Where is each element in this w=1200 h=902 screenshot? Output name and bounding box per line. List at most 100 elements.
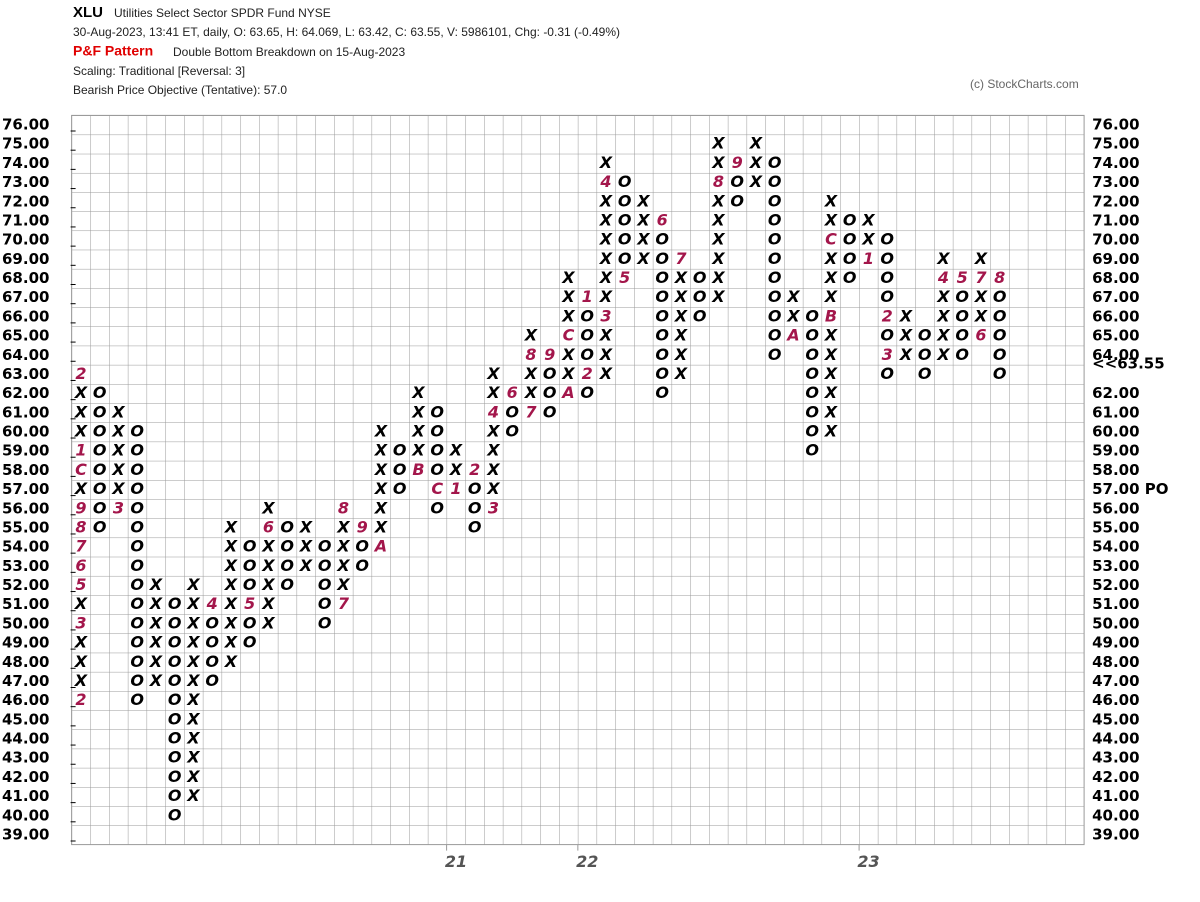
x-box: X [74, 422, 88, 441]
o-box: O [93, 460, 107, 479]
month-marker: 3 [113, 498, 124, 517]
x-box: X [186, 786, 200, 805]
o-box: O [768, 172, 782, 191]
x-box: X [599, 210, 613, 229]
o-box: O [130, 460, 144, 479]
y-tick-label: 67.00 [2, 288, 49, 306]
o-box: O [243, 613, 257, 632]
o-box: O [880, 249, 894, 268]
x-box: X [599, 268, 613, 287]
month-marker: 5 [244, 594, 255, 613]
month-marker: 1 [450, 479, 461, 498]
o-box: O [168, 729, 182, 748]
x-box: X [599, 153, 613, 172]
y-tick-label: 56.00 [2, 499, 49, 517]
x-box: X [636, 249, 650, 268]
x-box: X [936, 249, 950, 268]
y2-tick-label: 58.00 [1092, 461, 1139, 479]
o-box: O [880, 230, 894, 249]
x-box: X [111, 422, 125, 441]
x-box: X [824, 268, 838, 287]
x-box: X [411, 402, 425, 421]
y2-tick-label: 72.00 [1092, 192, 1139, 210]
y-tick-label: 53.00 [2, 557, 49, 575]
month-marker: 5 [75, 575, 86, 594]
o-box: O [618, 230, 632, 249]
o-box: O [130, 556, 144, 575]
month-marker: 8 [525, 345, 536, 364]
month-marker: 3 [75, 613, 86, 632]
y-tick-label: 63.00 [2, 365, 49, 383]
o-box: O [130, 441, 144, 460]
scaling: Scaling: Traditional [Reversal: 3] [73, 64, 245, 78]
month-marker: C [825, 230, 837, 249]
y2-tick-label: 54.00 [1092, 538, 1139, 556]
o-box: O [93, 422, 107, 441]
y2-tick-label: 49.00 [1092, 634, 1139, 652]
o-box: O [393, 479, 407, 498]
o-box: O [918, 364, 932, 383]
o-box: O [243, 575, 257, 594]
o-column: OO9 [355, 517, 369, 574]
x-box: X [861, 210, 875, 229]
x-box: X [486, 422, 500, 441]
x-column: 1XX [449, 441, 463, 498]
x-box: X [599, 345, 613, 364]
x-box: X [486, 441, 500, 460]
x-box: X [711, 268, 725, 287]
y2-tick-label: 50.00 [1092, 614, 1139, 632]
symbol: XLU [73, 4, 103, 21]
x-box: X [374, 441, 388, 460]
x-box: X [111, 402, 125, 421]
o-box: O [580, 345, 594, 364]
x-box: X [711, 230, 725, 249]
y-tick-label: 54.00 [2, 538, 49, 556]
x-box: X [149, 633, 163, 652]
x-box: X [111, 460, 125, 479]
o-box: O [805, 326, 819, 345]
o-box: O [318, 575, 332, 594]
y-tick-label: 52.00 [2, 576, 49, 594]
y2-tick-label: 51.00 [1092, 595, 1139, 613]
o-box: O [843, 230, 857, 249]
x-tick-label: 21 [445, 852, 467, 871]
month-marker: 2 [582, 364, 593, 383]
y2-tick-label: <<63.55 [1092, 354, 1165, 372]
month-marker: 7 [338, 594, 350, 613]
o-box: O [618, 249, 632, 268]
o-box: O [355, 556, 369, 575]
x-box: X [674, 268, 688, 287]
y2-tick-label: 46.00 [1092, 691, 1139, 709]
o-box: O [880, 268, 894, 287]
o-column: OOO [393, 441, 407, 498]
o-box: O [805, 306, 819, 325]
o-box: O [168, 652, 182, 671]
x-box: X [299, 517, 313, 536]
o-box: O [655, 230, 669, 249]
month-marker: C [563, 326, 575, 345]
o-box: O [918, 326, 932, 345]
x-box: X [974, 287, 988, 306]
y-tick-label: 46.00 [2, 691, 49, 709]
o-column: OO6 [505, 383, 519, 440]
y2-tick-label: 44.00 [1092, 730, 1139, 748]
x-box: X [449, 441, 463, 460]
o-box: O [955, 287, 969, 306]
x-box: X [299, 537, 313, 556]
y2-tick-label: 55.00 [1092, 518, 1139, 536]
x-box: X [186, 748, 200, 767]
o-box: O [393, 460, 407, 479]
